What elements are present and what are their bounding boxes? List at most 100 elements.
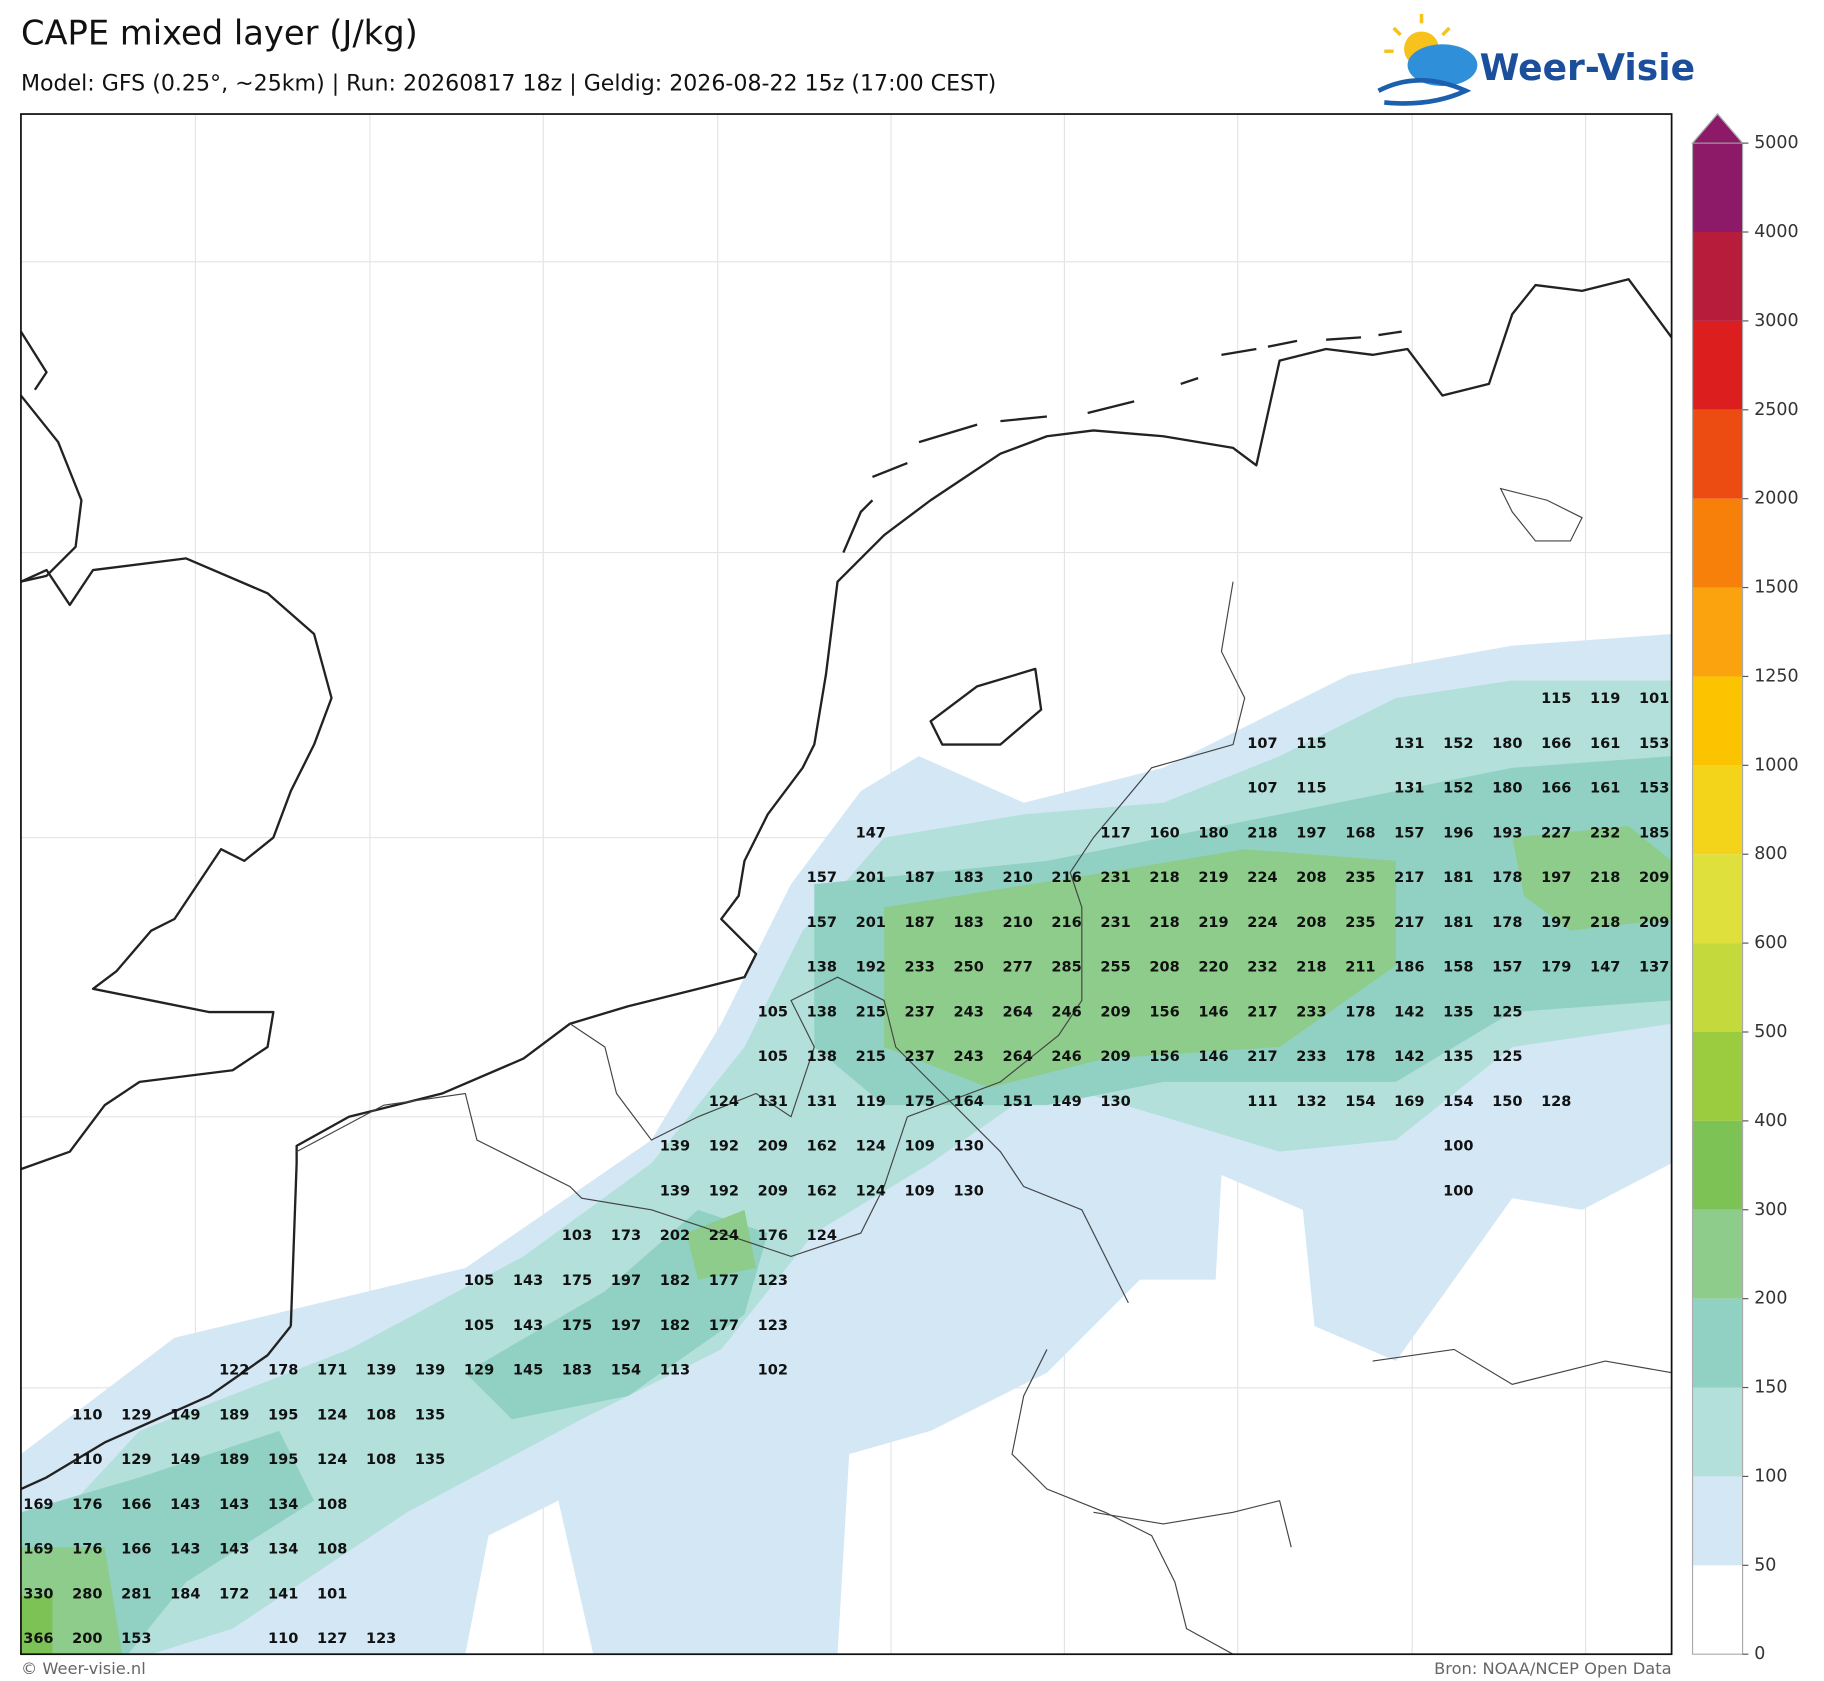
cape-value: 233 [1296, 1049, 1326, 1065]
cape-value: 151 [1002, 1094, 1032, 1110]
cape-value: 232 [1247, 960, 1277, 976]
cape-value: 125 [1492, 1004, 1522, 1020]
cape-value: 113 [660, 1363, 690, 1379]
cape-value: 201 [856, 915, 886, 931]
cape-value: 209 [1100, 1004, 1130, 1020]
cape-value: 187 [905, 870, 935, 886]
cape-value: 227 [1541, 825, 1571, 841]
cape-value: 250 [954, 960, 984, 976]
cape-value: 153 [121, 1631, 151, 1647]
cape-value: 110 [72, 1407, 102, 1423]
cape-value: 280 [72, 1586, 102, 1602]
cape-value: 243 [954, 1049, 984, 1065]
cape-value: 100 [1443, 1139, 1473, 1155]
cape-value: 220 [1198, 960, 1228, 976]
cape-value: 108 [317, 1497, 347, 1513]
title: CAPE mixed layer (J/kg) [21, 13, 418, 52]
cape-value: 131 [1394, 736, 1424, 752]
cape-value: 233 [905, 960, 935, 976]
colorbar-band [1692, 943, 1743, 1032]
cape-value: 162 [807, 1184, 837, 1200]
map-frame [20, 113, 1673, 1656]
cape-value: 184 [170, 1586, 200, 1602]
cape-value: 124 [709, 1094, 739, 1110]
cape-value: 181 [1443, 870, 1473, 886]
cape-value: 100 [1443, 1184, 1473, 1200]
cape-value: 105 [758, 1049, 788, 1065]
cape-value: 131 [807, 1094, 837, 1110]
cape-value: 139 [660, 1184, 690, 1200]
cape-value: 175 [905, 1094, 935, 1110]
cape-value: 142 [1394, 1004, 1424, 1020]
cape-value: 128 [1541, 1094, 1571, 1110]
cape-value: 108 [317, 1542, 347, 1558]
cape-value: 141 [268, 1586, 298, 1602]
cape-value: 130 [954, 1139, 984, 1155]
cape-value: 109 [905, 1139, 935, 1155]
cape-value: 129 [464, 1363, 494, 1379]
cape-value: 231 [1100, 870, 1130, 886]
colorbar-band [1692, 1031, 1743, 1121]
cape-value: 131 [1394, 781, 1424, 797]
colorbar-label: 100 [1754, 1466, 1787, 1486]
cape-value: 157 [1394, 825, 1424, 841]
cape-value: 102 [758, 1363, 788, 1379]
cape-value: 161 [1590, 781, 1620, 797]
cape-value: 217 [1394, 870, 1424, 886]
cape-value: 235 [1345, 870, 1375, 886]
colorbar-label: 600 [1754, 933, 1787, 953]
colorbar-band [1692, 409, 1743, 499]
cape-value: 115 [1296, 781, 1326, 797]
cape-value: 132 [1296, 1094, 1326, 1110]
cape-value: 107 [1247, 781, 1277, 797]
cape-value: 166 [1541, 736, 1571, 752]
cape-value: 143 [219, 1542, 249, 1558]
colorbar-band [1692, 320, 1743, 410]
cape-value: 217 [1394, 915, 1424, 931]
cape-value: 218 [1590, 915, 1620, 931]
colorbar-band [1692, 765, 1743, 855]
cape-value: 161 [1590, 736, 1620, 752]
cape-value: 153 [1639, 781, 1669, 797]
cape-value: 281 [121, 1586, 151, 1602]
cape-value: 153 [1639, 736, 1669, 752]
cape-value: 156 [1149, 1049, 1179, 1065]
cape-value: 197 [1296, 825, 1326, 841]
colorbar-label: 5000 [1754, 133, 1798, 153]
cape-value: 135 [1443, 1049, 1473, 1065]
cape-value: 105 [464, 1318, 494, 1334]
cape-value: 115 [1296, 736, 1326, 752]
cape-value: 224 [1247, 915, 1277, 931]
cape-value: 142 [1394, 1049, 1424, 1065]
cape-value: 119 [1590, 691, 1620, 707]
cape-value: 183 [562, 1363, 592, 1379]
cape-value: 195 [268, 1452, 298, 1468]
cape-value: 146 [1198, 1004, 1228, 1020]
source: Bron: NOAA/NCEP Open Data [1434, 1659, 1672, 1678]
cape-value: 173 [611, 1228, 641, 1244]
colorbar-label: 200 [1754, 1289, 1787, 1309]
cape-value: 187 [905, 915, 935, 931]
cape-value: 129 [121, 1452, 151, 1468]
colorbar-band [1692, 143, 1743, 233]
cape-value: 197 [611, 1273, 641, 1289]
cape-value: 154 [1443, 1094, 1473, 1110]
cape-value: 264 [1002, 1049, 1032, 1065]
cape-value: 175 [562, 1318, 592, 1334]
cape-value: 176 [758, 1228, 788, 1244]
cape-value: 103 [562, 1228, 592, 1244]
cape-value: 138 [807, 1049, 837, 1065]
colorbar-band [1692, 1120, 1743, 1210]
cape-value: 180 [1198, 825, 1228, 841]
cape-value: 111 [1247, 1094, 1277, 1110]
cape-value: 135 [1443, 1004, 1473, 1020]
cape-value: 137 [1639, 960, 1669, 976]
cape-value: 166 [121, 1542, 151, 1558]
cape-value: 123 [758, 1273, 788, 1289]
cape-value: 195 [268, 1407, 298, 1423]
colorbar-label: 300 [1754, 1200, 1787, 1220]
cape-value: 176 [72, 1497, 102, 1513]
cape-value: 105 [758, 1004, 788, 1020]
cape-value: 152 [1443, 736, 1473, 752]
